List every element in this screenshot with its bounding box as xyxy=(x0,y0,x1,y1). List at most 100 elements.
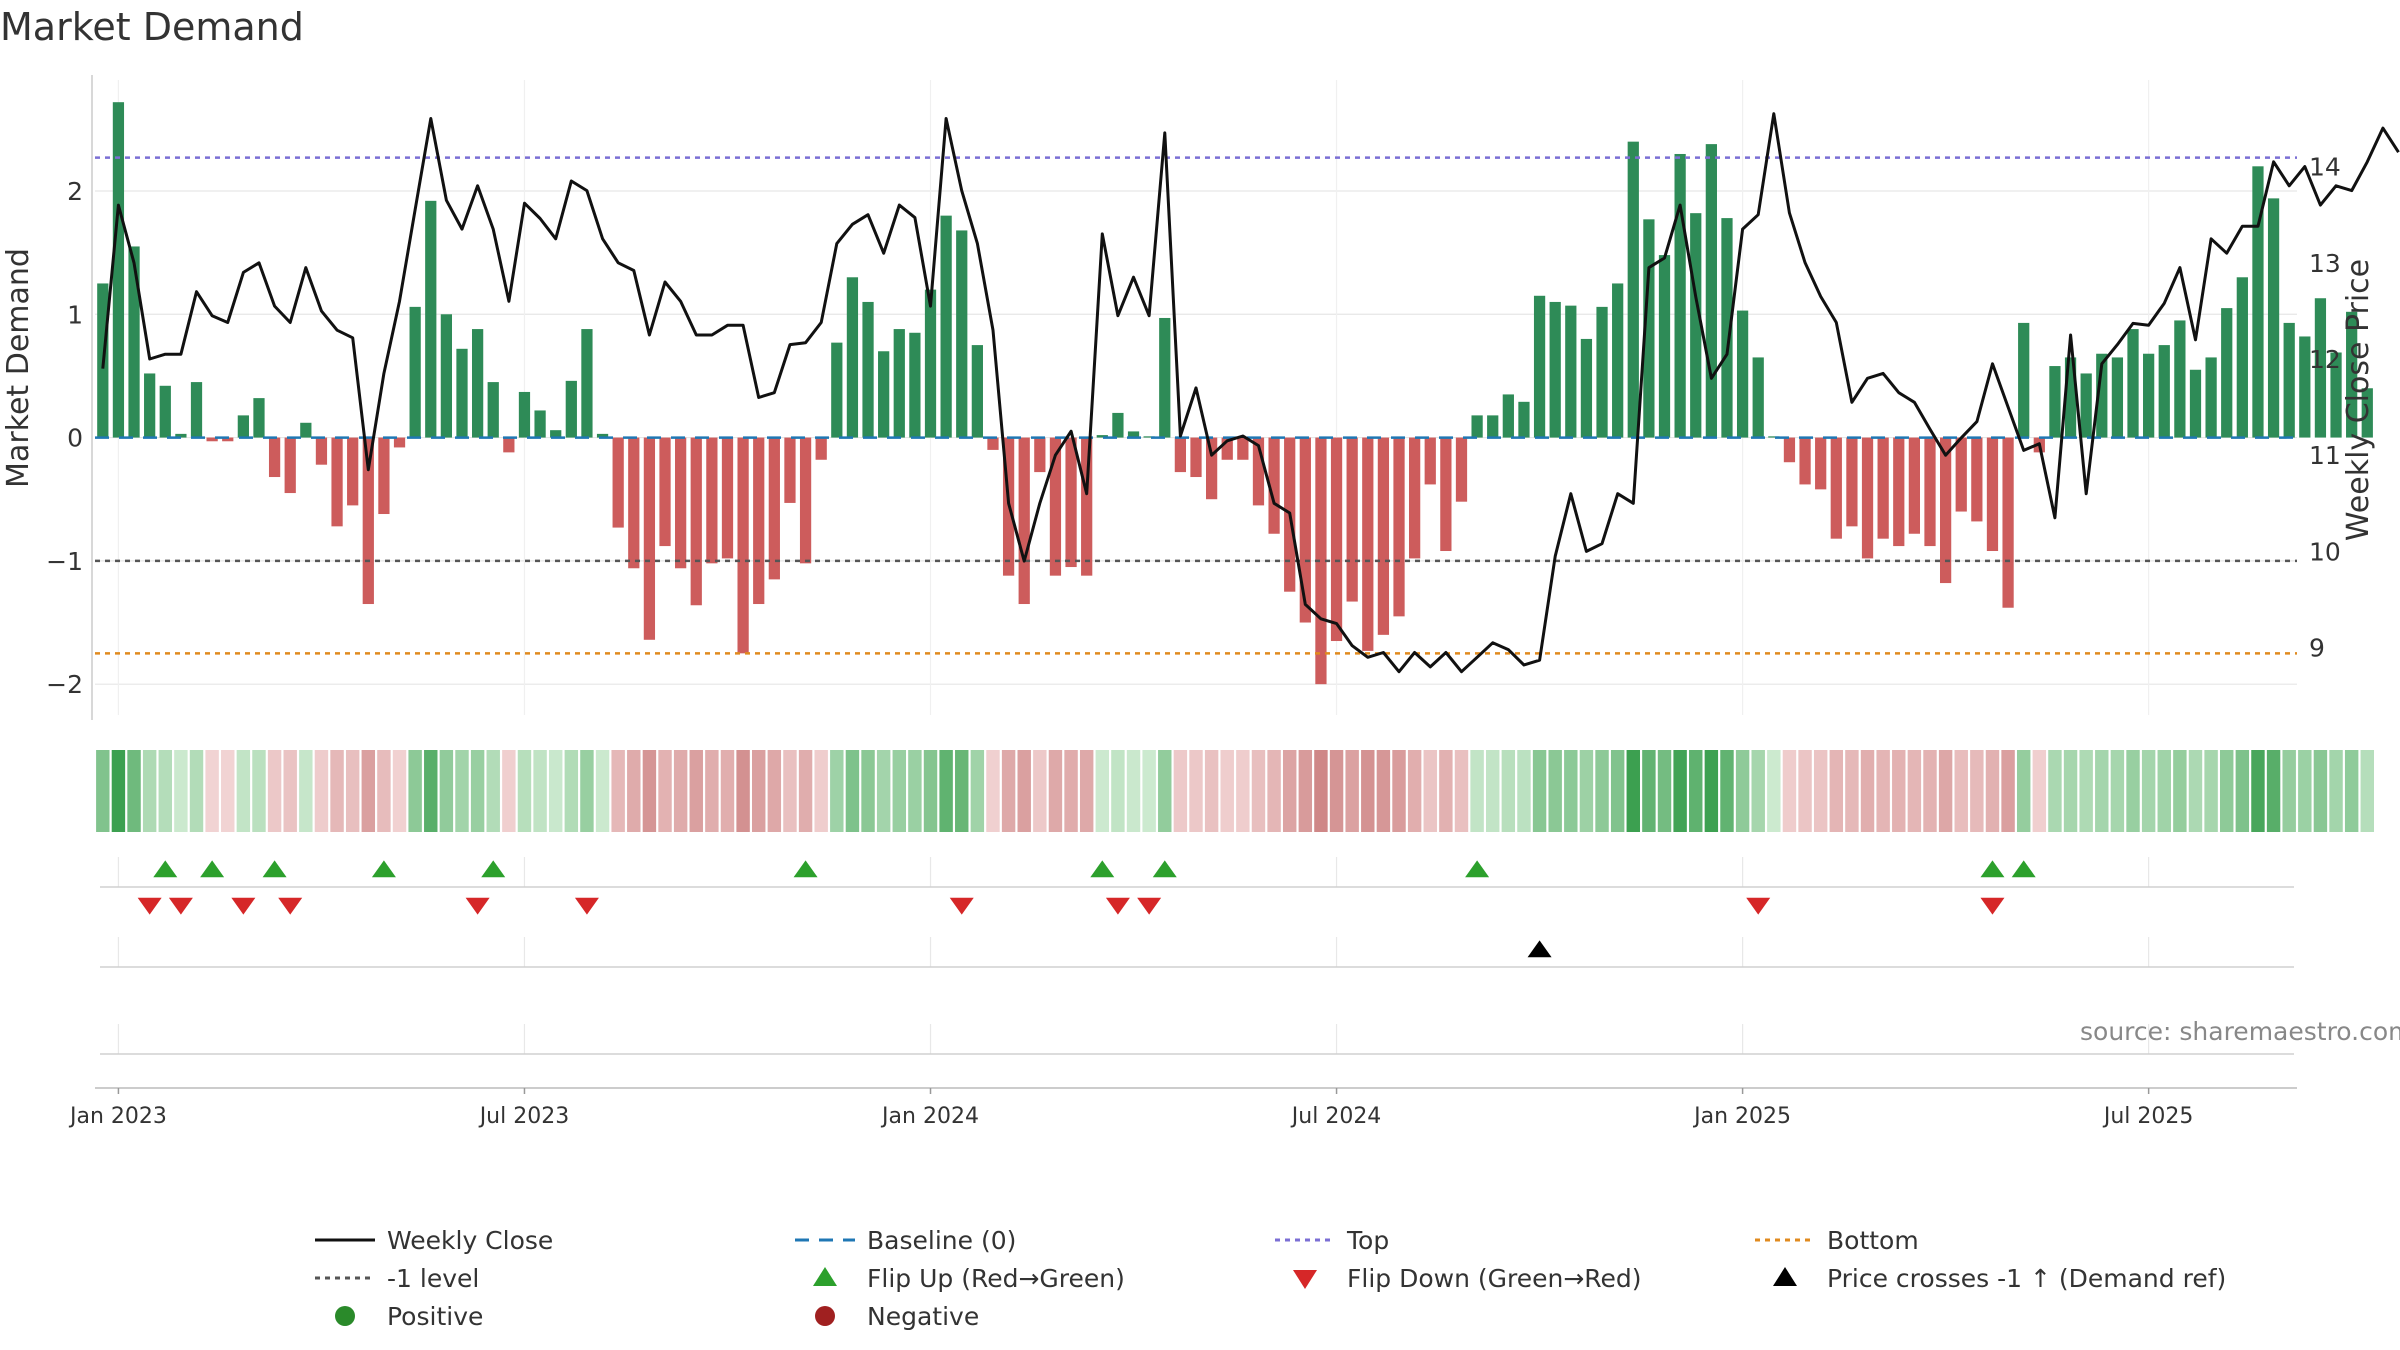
demand-bar xyxy=(1127,431,1140,438)
demand-bar xyxy=(1205,437,1218,500)
heat-cell xyxy=(1048,750,1063,832)
demand-bar xyxy=(956,230,968,438)
heat-cell xyxy=(1470,750,1484,832)
heat-cell xyxy=(330,750,344,832)
heat-cell xyxy=(1532,750,1547,832)
heat-cell xyxy=(2032,750,2047,832)
heat-cell xyxy=(1720,750,1734,832)
heat-cell xyxy=(174,750,188,832)
demand-bar xyxy=(503,437,515,453)
heat-cell xyxy=(2095,750,2109,832)
demand-bar xyxy=(1237,437,1249,460)
demand-bar xyxy=(1393,437,1405,617)
heat-cell xyxy=(205,750,219,832)
demand-bar xyxy=(909,332,921,438)
heat-cell xyxy=(2344,750,2359,832)
demand-bar xyxy=(1799,437,1811,485)
flip-down-marker xyxy=(574,897,599,915)
demand-bar xyxy=(128,246,140,438)
legend-swatch xyxy=(1293,1270,1317,1289)
demand-bar xyxy=(2143,353,2155,438)
demand-bar xyxy=(2189,369,2202,438)
demand-bar xyxy=(1424,437,1436,485)
demand-bar xyxy=(487,382,499,438)
heat-cell xyxy=(2079,750,2093,832)
heat-cell xyxy=(611,750,625,832)
heat-cell xyxy=(783,750,797,832)
heat-cell xyxy=(1876,750,1890,832)
y2-axis-label: Weekly Close Price xyxy=(2341,259,2376,541)
demand-bar xyxy=(1409,437,1421,559)
demand-bar xyxy=(2096,353,2108,438)
heat-cell xyxy=(1298,750,1313,832)
heat-cell xyxy=(1142,750,1156,832)
demand-bar xyxy=(1190,437,1202,478)
demand-bar xyxy=(1362,437,1374,651)
heat-cell xyxy=(486,750,500,832)
heat-cell xyxy=(517,750,532,832)
heat-cell xyxy=(1970,750,1984,832)
heat-cell xyxy=(564,750,579,832)
y2-tick-label: 14 xyxy=(2309,153,2341,182)
heat-cell xyxy=(1564,750,1578,832)
heat-cell xyxy=(1314,750,1328,832)
heat-cell xyxy=(502,750,516,832)
heat-cell xyxy=(814,750,828,832)
demand-bar xyxy=(1924,437,1936,547)
demand-bar xyxy=(1658,255,1671,438)
heat-cell xyxy=(642,750,657,832)
flip-up-marker xyxy=(1465,860,1490,878)
demand-bar xyxy=(1096,435,1108,438)
demand-bar xyxy=(2236,277,2248,438)
demand-bar xyxy=(706,437,718,564)
heat-cell xyxy=(1095,750,1110,832)
flip-up-marker xyxy=(1090,860,1115,878)
demand-bar xyxy=(425,200,437,438)
demand-bar xyxy=(878,351,890,438)
demand-bar xyxy=(675,437,687,569)
demand-bar xyxy=(1736,310,1749,438)
demand-bar xyxy=(596,433,609,438)
x-tick-label: Jan 2024 xyxy=(880,1104,979,1129)
legend-label: Weekly Close xyxy=(387,1226,553,1255)
demand-bar xyxy=(1752,357,1764,438)
heat-cell xyxy=(1173,750,1188,832)
heat-cell xyxy=(533,750,547,832)
heat-cell xyxy=(1923,750,1937,832)
heat-cell xyxy=(1501,750,1516,832)
heat-cell xyxy=(283,750,297,832)
heat-cell xyxy=(1860,750,1875,832)
flip-down-marker xyxy=(1746,897,1771,915)
demand-bar xyxy=(690,437,702,606)
legend-swatch xyxy=(815,1306,835,1326)
heat-cell xyxy=(798,750,813,832)
heat-cell xyxy=(673,750,688,832)
demand-bar xyxy=(518,391,531,438)
demand-bar xyxy=(846,277,859,438)
demand-bar xyxy=(1955,437,1967,512)
x-tick-label: Jul 2024 xyxy=(1290,1104,1382,1129)
heat-cell xyxy=(1376,750,1391,832)
demand-bar xyxy=(1861,437,1874,559)
demand-bar xyxy=(1877,437,1889,539)
heat-cell xyxy=(1548,750,1562,832)
demand-bar xyxy=(2018,322,2030,438)
demand-bar xyxy=(1487,415,1499,438)
demand-bar xyxy=(1908,437,1921,534)
heat-cell xyxy=(1907,750,1922,832)
heat-cell xyxy=(2251,750,2265,832)
demand-bar xyxy=(2080,373,2092,438)
heat-cell xyxy=(158,750,172,832)
demand-bar xyxy=(1440,437,1452,552)
heat-cell xyxy=(221,750,235,832)
demand-bar xyxy=(1455,437,1468,502)
demand-bar xyxy=(831,342,843,438)
flip-up-marker xyxy=(371,860,396,878)
heat-cell xyxy=(1704,750,1719,832)
heat-cell xyxy=(767,750,782,832)
demand-bar xyxy=(362,437,374,605)
demand-bar xyxy=(971,345,983,438)
heat-cell xyxy=(830,750,844,832)
heat-cell xyxy=(2173,750,2187,832)
demand-bar xyxy=(581,329,593,438)
